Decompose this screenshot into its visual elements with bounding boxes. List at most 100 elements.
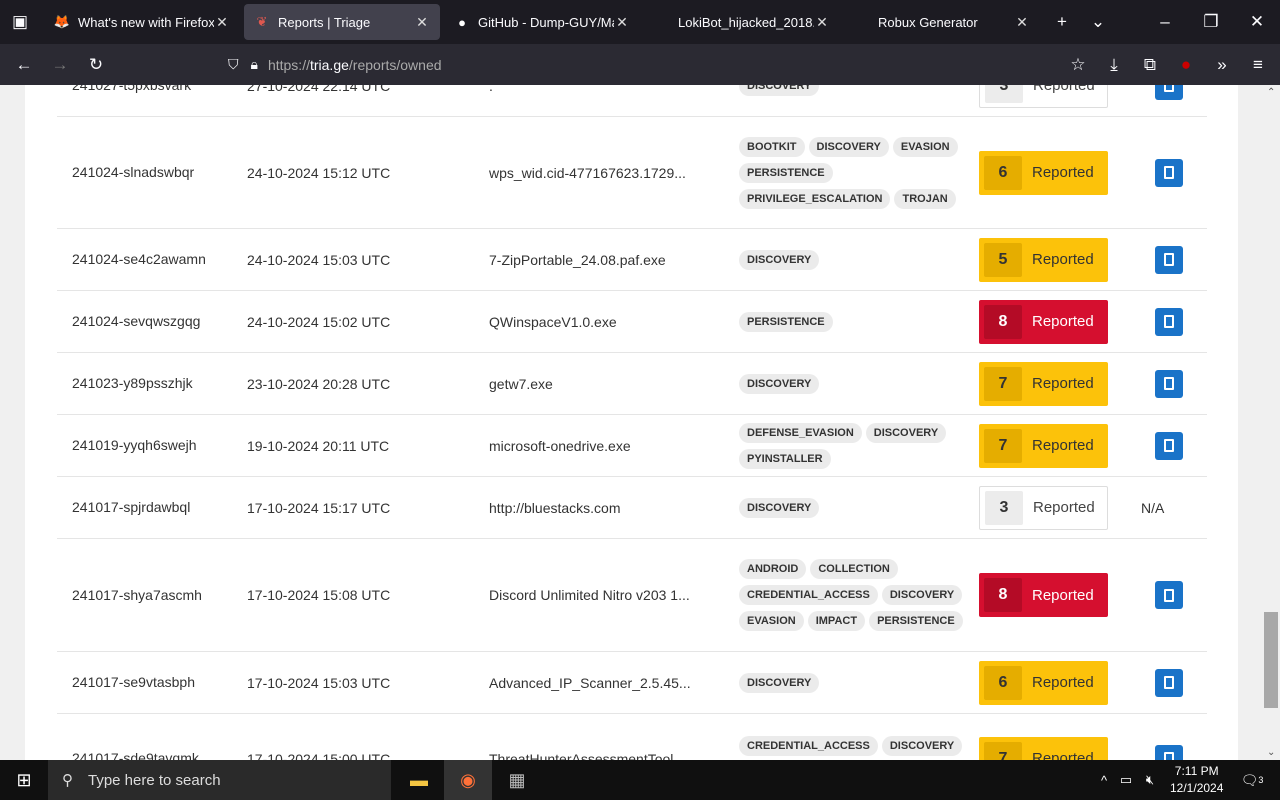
clipboard-icon[interactable] [1155,744,1183,760]
score-badge[interactable]: 5 Reported [979,237,1108,282]
report-file[interactable]: QWinspaceV1.0.exe [489,313,617,330]
tab-3[interactable]: LokiBot_hijacked_2018.pdf✕ [644,4,840,40]
tag-chip[interactable]: DISCOVERY [808,136,889,157]
score-badge[interactable]: 6 Reported [979,660,1108,705]
tab-2[interactable]: ● GitHub - Dump-GUY/Mal ✕ [444,4,640,40]
tab-list-chevron-icon[interactable]: ⌄ [1090,12,1106,31]
tag-chip[interactable]: COLLECTION [810,559,898,579]
tag-chip[interactable]: PERSISTENCE [739,311,833,332]
tab-overview-icon[interactable]: ▣ [11,12,29,31]
tray-chevron-icon[interactable]: ^ [1100,772,1108,788]
reload-button[interactable]: ↻ [88,54,104,74]
tab-4[interactable]: Robux Generator ✕ [844,4,1040,40]
report-file[interactable]: wps_wid.cid-477167623.1729... [489,164,686,181]
downloads-icon[interactable]: ⤓ [1110,54,1118,74]
score-badge[interactable]: 3 Reported [979,85,1108,108]
report-id[interactable]: 241017-shya7ascmh [72,586,202,603]
url-bar[interactable]: ⛉ 🔒︎ https://tria.ge/reports/owned [228,48,1058,81]
lock-icon[interactable]: 🔒︎ [250,56,258,72]
close-tab-icon[interactable]: ✕ [416,13,428,30]
tab-1[interactable]: ❦ Reports | Triage ✕ [244,4,440,40]
score-badge[interactable]: 7 Reported [979,423,1108,468]
close-tab-icon[interactable]: ✕ [1016,13,1028,30]
tag-chip[interactable]: DISCOVERY [881,585,963,605]
report-file[interactable]: Discord Unlimited Nitro v203 1... [489,587,690,603]
clipboard-icon[interactable] [1155,85,1183,100]
tag-chip[interactable]: DISCOVERY [739,497,820,518]
report-id[interactable]: 241024-slnadswbqr [72,164,195,180]
tag-chip[interactable]: CREDENTIAL_ACCESS [739,585,878,605]
tag-chip[interactable]: BOOTKIT [739,136,805,157]
extensions-icon[interactable]: ⧉ [1143,54,1157,74]
tag-chip[interactable]: EVASION [892,136,958,157]
clipboard-icon[interactable] [1155,307,1183,336]
taskbar-search[interactable]: ⚲ Type here to search [48,760,391,800]
report-id[interactable]: 241019-yyqh6swejh [72,437,197,453]
table-row[interactable]: 241017-spjrdawbql 17-10-2024 15:17 UTC h… [57,477,1207,539]
ublock-icon[interactable]: ● [1180,54,1192,74]
tag-chip[interactable]: EVASION [739,611,804,631]
tag-chip[interactable]: ANDROID [739,559,807,579]
close-tab-icon[interactable]: ✕ [216,13,228,30]
report-id[interactable]: 241024-se4c2awamn [72,251,206,267]
scrollbar-thumb[interactable] [1264,612,1278,708]
tab-0[interactable]: 🦊 What's new with Firefox ✕ [44,4,240,40]
score-badge[interactable]: 8 Reported [979,299,1108,344]
score-badge[interactable]: 7 Reported [979,736,1108,760]
table-row[interactable]: 241017-se9vtasbph 17-10-2024 15:03 UTC A… [57,652,1207,714]
tag-chip[interactable]: PYINSTALLER [739,448,831,469]
score-badge[interactable]: 7 Reported [979,361,1108,406]
table-row[interactable]: 241024-sevqwszgqg 24-10-2024 15:02 UTC Q… [57,291,1207,353]
report-id[interactable]: 241027-t5pxbsvark [72,85,192,93]
restore-button[interactable]: ❐ [1203,12,1219,31]
tag-chip[interactable]: DISCOVERY [739,249,820,270]
clipboard-icon[interactable] [1155,158,1183,187]
tag-chip[interactable]: CREDENTIAL_ACCESS [739,735,878,756]
report-id[interactable]: 241017-se9vtasbph [72,674,195,690]
app-icon[interactable]: ▦ [508,769,526,790]
shield-icon[interactable]: ⛉ [228,56,239,72]
tag-chip[interactable]: IMPACT [807,611,866,631]
score-badge[interactable]: 6 Reported [979,150,1108,195]
clipboard-icon[interactable] [1155,431,1183,460]
notifications-icon[interactable]: 🗨︎ 3 [1240,771,1264,788]
clipboard-icon[interactable] [1155,668,1183,697]
menu-icon[interactable]: ≡ [1253,54,1263,74]
clipboard-icon[interactable] [1155,581,1183,609]
tag-chip[interactable]: DISCOVERY [739,672,820,693]
report-file[interactable]: Advanced_IP_Scanner_2.5.45... [489,674,691,691]
back-button[interactable]: ← [15,54,33,74]
windows-start-icon[interactable]: ⊞ [16,769,32,790]
table-row[interactable]: 241024-slnadswbqr 24-10-2024 15:12 UTC w… [57,117,1207,229]
table-row[interactable]: 241023-y89psszhjk 23-10-2024 20:28 UTC g… [57,353,1207,415]
table-row[interactable]: 241017-shya7ascmh 17-10-2024 15:08 UTC D… [57,539,1207,652]
tag-chip[interactable]: DISCOVERY [881,735,963,756]
tag-chip[interactable]: TROJAN [894,188,956,209]
overflow-chevrons-icon[interactable]: » [1217,54,1227,74]
bookmark-star-icon[interactable]: ☆ [1070,54,1086,74]
report-file[interactable]: getw7.exe [489,375,553,392]
report-id[interactable]: 241023-y89psszhjk [72,375,193,391]
tag-chip[interactable]: PRIVILEGE_ESCALATION [739,188,891,209]
clock[interactable]: 7:11 PM 12/1/2024 [1170,764,1224,795]
close-window-button[interactable]: ✕ [1249,12,1265,31]
tag-chip[interactable]: PERSISTENCE [869,611,963,631]
tag-chip[interactable]: DEFENSE_EVASION [739,422,862,443]
network-icon[interactable]: ▭ [1119,772,1133,787]
tag-chip[interactable]: DISCOVERY [865,422,947,443]
report-file[interactable]: . [489,85,493,94]
firefox-icon[interactable]: ◉ [444,760,492,800]
new-tab-button[interactable]: + [1057,12,1067,31]
close-tab-icon[interactable]: ✕ [816,13,828,30]
table-row[interactable]: 241017-sde9tavqmk 17-10-2024 15:00 UTC T… [57,714,1207,760]
report-file[interactable]: ThreatHunterAssessmentTool... [489,750,686,761]
tag-chip[interactable]: DISCOVERY [739,85,820,96]
scrollbar[interactable]: ⌃ ⌄ [1262,85,1280,760]
forward-button[interactable]: → [51,54,69,74]
score-badge[interactable]: 8 Reported [979,573,1108,617]
tag-chip[interactable]: DISCOVERY [739,373,820,394]
file-explorer-icon[interactable]: ▬ [410,769,428,790]
report-id[interactable]: 241024-sevqwszgqg [72,313,201,329]
score-badge[interactable]: 3 Reported [979,485,1108,530]
table-row[interactable]: 241027-t5pxbsvark 27-10-2024 22:14 UTC .… [57,85,1207,117]
